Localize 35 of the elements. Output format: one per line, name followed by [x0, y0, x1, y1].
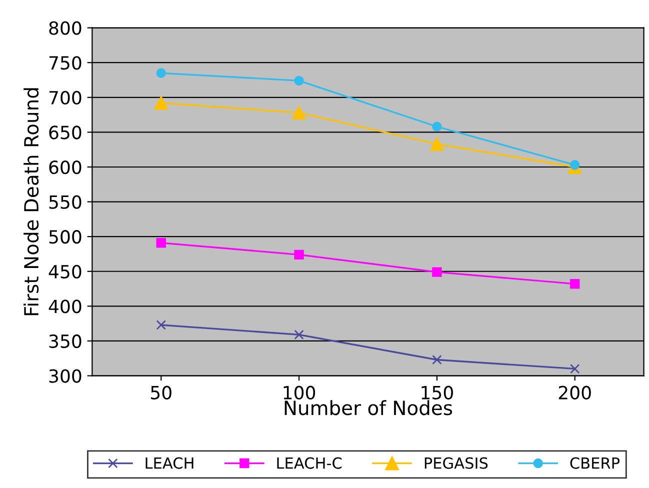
point [294, 250, 304, 260]
point [570, 279, 580, 289]
y-tick-label: 450 [48, 264, 82, 278]
x-axis-title: Number of Nodes [284, 400, 452, 416]
x-tick-label: 150 [422, 386, 453, 400]
y-tick-label: 500 [49, 230, 82, 244]
point [292, 106, 306, 120]
point [156, 238, 166, 248]
point [294, 76, 304, 86]
point [156, 320, 166, 330]
legend-label: CBERP [570, 457, 620, 469]
legend-label: PEGASIS [424, 457, 488, 469]
y-tick-label: 550 [49, 195, 82, 209]
y-tick-label: 350 [49, 334, 82, 348]
point [156, 68, 166, 78]
point [432, 354, 442, 365]
point [294, 330, 304, 340]
x-tick-label: 50 [151, 386, 172, 400]
y-tick-label: 650 [49, 126, 82, 140]
point [154, 96, 168, 110]
y-tick-label: 700 [49, 90, 82, 105]
point [432, 122, 442, 132]
y-tick-label: 750 [49, 56, 82, 70]
y-tick-label: 400 [48, 300, 82, 314]
point [432, 267, 442, 277]
y-tick-label: 800 [49, 21, 82, 35]
y-tick-label: 300 [49, 369, 82, 383]
legend-label: LEACH [146, 457, 194, 469]
x-tick-label: 100 [284, 386, 316, 400]
point [430, 137, 444, 151]
x-tick-label: 200 [558, 386, 591, 400]
y-tick-label: 600 [49, 160, 82, 174]
legend-label: LEACH-C [277, 457, 342, 469]
point [570, 364, 580, 374]
y-axis-title: First Node Death Round [24, 88, 39, 316]
